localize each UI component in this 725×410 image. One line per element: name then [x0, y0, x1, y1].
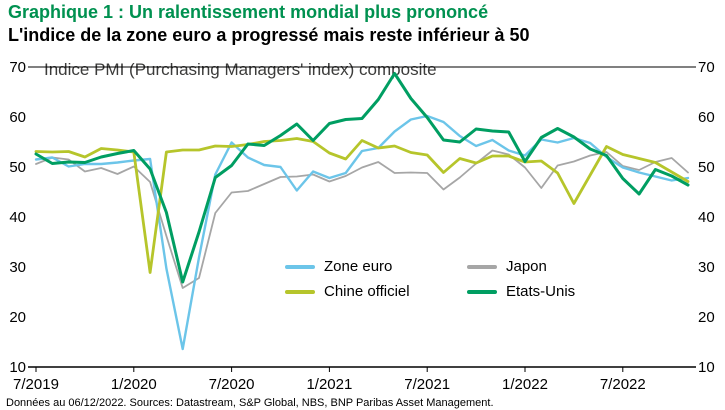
legend: Zone euro Japon Chine officiel Etats-Uni… [285, 258, 575, 300]
svg-text:60: 60 [9, 109, 26, 126]
svg-text:30: 30 [698, 259, 715, 276]
japon-line-swatch [467, 264, 497, 269]
svg-text:50: 50 [9, 159, 26, 176]
etats-unis-line-swatch [467, 289, 497, 294]
legend-item-etats-unis: Etats-Unis [467, 283, 575, 300]
svg-text:40: 40 [9, 209, 26, 226]
svg-text:7/2019: 7/2019 [13, 376, 59, 393]
svg-text:1/2022: 1/2022 [502, 376, 548, 393]
legend-label-etats-unis: Etats-Unis [506, 283, 576, 300]
svg-text:1/2020: 1/2020 [111, 376, 157, 393]
svg-text:60: 60 [698, 109, 715, 126]
legend-label-chine-officiel: Chine officiel [324, 283, 410, 300]
svg-text:7/2020: 7/2020 [209, 376, 255, 393]
figure-title: Graphique 1 : Un ralentissement mondial … [8, 2, 489, 22]
chine-officiel-line-swatch [285, 289, 315, 294]
svg-text:10: 10 [698, 359, 715, 376]
svg-text:30: 30 [9, 259, 26, 276]
figure-subtitle: L'indice de la zone euro a progressé mai… [8, 25, 530, 45]
svg-text:7/2021: 7/2021 [404, 376, 450, 393]
source-note: Données au 06/12/2022. Sources: Datastre… [6, 397, 494, 409]
pmi-line-chart: 10 10 20 20 30 30 40 40 50 50 60 60 70 70 7/2019 1/2020… [9, 59, 715, 393]
legend-item-zone-euro: Zone euro [285, 258, 467, 275]
svg-text:40: 40 [698, 209, 715, 226]
svg-text:1/2021: 1/2021 [306, 376, 352, 393]
legend-item-japon: Japon [467, 258, 575, 275]
svg-text:20: 20 [9, 309, 26, 326]
legend-label-japon: Japon [506, 258, 547, 275]
svg-text:70: 70 [9, 59, 26, 76]
svg-text:10: 10 [9, 359, 26, 376]
zone-euro-line-swatch [285, 264, 315, 269]
svg-text:20: 20 [698, 309, 715, 326]
svg-text:7/2022: 7/2022 [600, 376, 646, 393]
svg-text:50: 50 [698, 159, 715, 176]
chart-title: Indice PMI (Purchasing Managers' index) … [44, 60, 437, 79]
legend-label-zone-euro: Zone euro [324, 258, 393, 275]
svg-text:70: 70 [698, 59, 715, 76]
legend-item-chine-officiel: Chine officiel [285, 283, 467, 300]
